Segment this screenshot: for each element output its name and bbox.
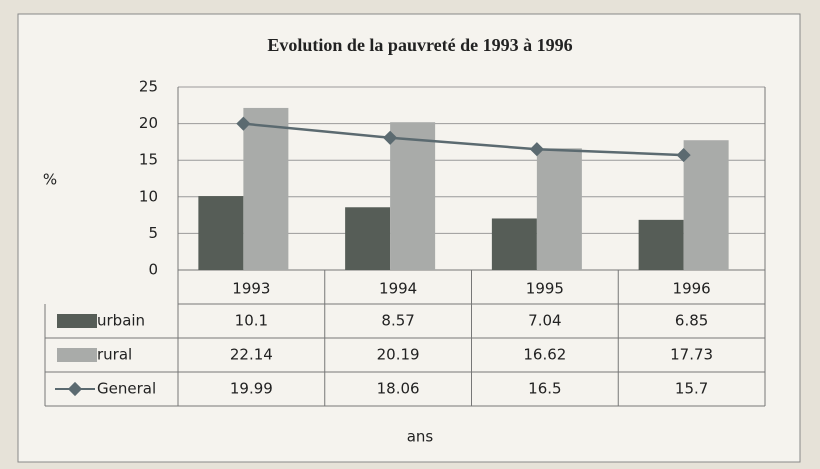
bar	[536, 148, 582, 270]
x-tick-label: 1996	[673, 280, 711, 298]
y-tick-label: 25	[139, 78, 158, 96]
y-tick-label: 5	[148, 224, 158, 242]
x-axis-label: ans	[407, 428, 434, 446]
chart-title: Evolution de la pauvreté de 1993 à 1996	[267, 35, 572, 55]
bar	[683, 140, 729, 270]
table-value: 15.7	[675, 380, 708, 398]
x-tick-label: 1994	[379, 280, 417, 298]
legend-label: General	[97, 380, 156, 398]
x-tick-label: 1995	[526, 280, 564, 298]
bar	[491, 218, 537, 270]
table-value: 16.62	[523, 346, 566, 364]
y-tick-label: 0	[148, 261, 158, 279]
legend-key	[57, 314, 97, 328]
marker	[529, 142, 544, 157]
bar	[198, 196, 244, 270]
bar	[243, 107, 289, 270]
table-value: 18.06	[377, 380, 420, 398]
bar	[638, 219, 684, 270]
bar	[345, 207, 391, 270]
bar	[390, 122, 436, 270]
table-value: 20.19	[377, 346, 420, 364]
y-tick-label: 15	[139, 151, 158, 169]
line	[243, 122, 684, 157]
legend-key	[57, 348, 97, 362]
table-value: 7.04	[528, 312, 561, 330]
table-value: 16.5	[528, 380, 561, 398]
legend-label: rural	[97, 346, 132, 364]
marker	[383, 130, 398, 145]
table-value: 17.73	[670, 346, 713, 364]
legend-key	[67, 381, 83, 397]
table-value: 6.85	[675, 312, 708, 330]
table-value: 22.14	[230, 346, 273, 364]
table-value: 10.1	[235, 312, 268, 330]
y-tick-label: 10	[139, 187, 158, 205]
table-value: 8.57	[381, 312, 414, 330]
y-tick-label: 20	[139, 114, 158, 132]
x-tick-label: 1993	[232, 280, 270, 298]
y-axis-label: %	[43, 171, 57, 189]
legend-label: urbain	[97, 312, 145, 330]
table-value: 19.99	[230, 380, 273, 398]
marker	[676, 148, 691, 163]
